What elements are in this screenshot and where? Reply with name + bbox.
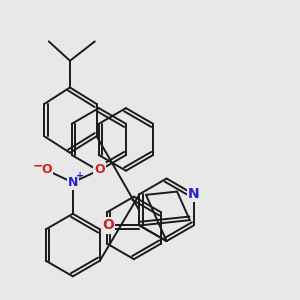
Text: N: N — [188, 187, 200, 201]
Text: +: + — [76, 172, 84, 182]
Text: N: N — [68, 176, 78, 189]
Text: O: O — [94, 164, 105, 176]
Text: O: O — [102, 218, 114, 233]
Text: O: O — [41, 164, 52, 176]
Text: −: − — [33, 160, 43, 173]
